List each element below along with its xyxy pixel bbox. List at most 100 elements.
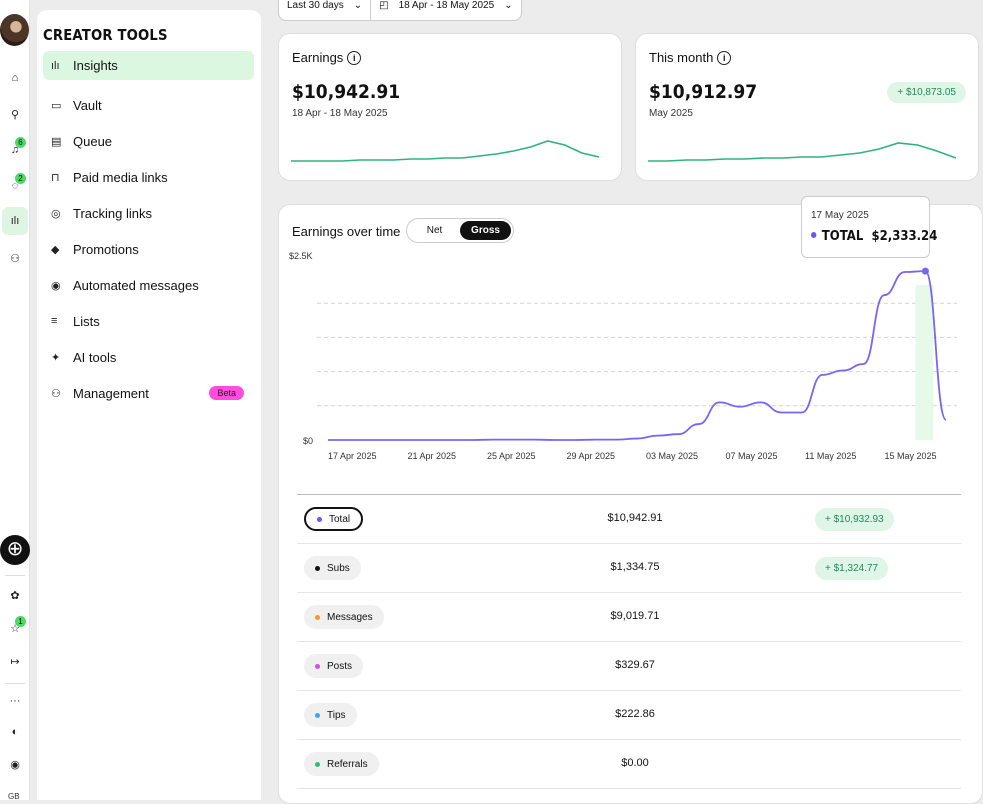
x-axis-tick-label: 21 Apr 2025: [408, 451, 457, 461]
sidebar-item-insights[interactable]: ılı Insights: [43, 51, 254, 80]
star-icon[interactable]: ☆: [10, 622, 20, 635]
info-icon[interactable]: i: [717, 51, 732, 65]
logout-icon[interactable]: ↦: [10, 655, 20, 668]
series-label: Tips: [327, 709, 346, 721]
peak-point: [921, 267, 929, 275]
sidebar-item-queue[interactable]: ▤ Queue: [43, 123, 254, 159]
earnings-amount: $10,942.91: [292, 81, 401, 103]
date-range-label: 18 Apr - 18 May 2025: [398, 0, 495, 11]
sidebar-item-lists[interactable]: ≡ Lists: [43, 303, 254, 339]
sidebar-item-label: Lists: [73, 313, 100, 329]
this-month-title: This month: [649, 50, 714, 65]
sidebar-item-label: Vault: [73, 97, 102, 113]
series-label: Referrals: [327, 758, 368, 770]
sidebar-item-promotions[interactable]: ◆ Promotions: [43, 231, 254, 267]
earnings-breakdown-table: Total $10,942.91 + $10,932.93 Subs $1,334.75…: [297, 494, 961, 789]
sidebar-item-label: AI tools: [73, 349, 117, 365]
series-color-dot: [315, 712, 320, 718]
language-selector[interactable]: GB: [8, 792, 20, 801]
series-label: Messages: [327, 611, 373, 623]
series-chip[interactable]: Subs: [304, 556, 361, 580]
table-row[interactable]: Tips $222.86: [297, 691, 961, 740]
earnings-title: Earnings: [292, 50, 344, 65]
insights-rail-icon[interactable]: ılı: [2, 207, 28, 235]
sparkle-icon: ✦: [51, 351, 61, 364]
earnings-line-chart[interactable]: $2.5K $0 17 Apr 2025 21 Apr 2025 25 Apr 2025…: [279, 245, 979, 505]
sparkline-path: [291, 140, 600, 162]
create-post-button[interactable]: ⊕: [0, 535, 30, 565]
favorites-badge: 1: [15, 616, 26, 627]
tooltip-amount: $2,333.24: [871, 229, 938, 244]
net-toggle-option[interactable]: Net: [426, 225, 443, 236]
main-content: Last 30 days ⌄ ◰ 18 Apr - 18 May 2025 ⌄ Ear…: [278, 0, 983, 804]
list-icon: ≡: [51, 315, 58, 327]
tracking-icon: ◎: [51, 207, 61, 220]
sidebar-item-vault[interactable]: ▭ Vault: [43, 87, 254, 123]
bell-icon[interactable]: ♫: [10, 144, 20, 156]
series-chip[interactable]: Posts: [304, 654, 364, 678]
series-label: Subs: [327, 562, 350, 574]
table-row[interactable]: Subs $1,334.75 + $1,324.77: [297, 544, 961, 593]
gross-toggle-option[interactable]: Gross: [460, 221, 511, 240]
rail-divider: [5, 683, 25, 684]
notifications-badge: 6: [15, 137, 26, 148]
sidebar-item-ai-tools[interactable]: ✦ AI tools: [43, 339, 254, 375]
this-month-delta-badge: + $10,873.05: [887, 82, 966, 103]
avatar[interactable]: [0, 14, 29, 46]
more-icon[interactable]: ···: [9, 695, 21, 707]
chat-icon[interactable]: ◌: [11, 180, 19, 192]
sidebar-item-automated-messages[interactable]: ◉ Automated messages: [43, 267, 254, 303]
search-icon[interactable]: ⚲: [10, 108, 20, 121]
chart-title: Earnings over time: [292, 224, 401, 239]
series-color-dot: [317, 516, 322, 522]
series-line: [328, 270, 947, 441]
earnings-period: 18 Apr - 18 May 2025: [292, 108, 388, 119]
table-row[interactable]: Posts $329.67: [297, 642, 961, 691]
this-month-amount: $10,912.97: [649, 81, 758, 103]
bar-chart-icon: ılı: [51, 59, 60, 72]
sidebar-item-label: Insights: [73, 58, 118, 73]
series-chip[interactable]: Total: [304, 507, 364, 531]
series-label: Total: [329, 513, 351, 525]
x-axis-tick-label: 17 Apr 2025: [328, 451, 377, 461]
sidebar-item-label: Promotions: [73, 241, 139, 257]
sidebar-item-label: Paid media links: [73, 169, 168, 185]
vault-icon: ▭: [51, 99, 62, 112]
sidebar-item-tracking-links[interactable]: ◎ Tracking links: [43, 195, 254, 231]
sidebar-item-label: Automated messages: [73, 277, 199, 293]
table-row[interactable]: Messages $9,019.71: [297, 593, 961, 642]
x-axis-tick-label: 15 May 2025: [885, 451, 937, 461]
info-icon[interactable]: i: [347, 51, 362, 65]
sidebar-nav: ılı Insights ▭ Vault ▤ Queue ⊓ Paid media links…: [43, 51, 254, 411]
tooltip-label: TOTAL: [821, 229, 864, 244]
series-chip[interactable]: Messages: [304, 605, 384, 629]
range-label: Last 30 days: [287, 0, 344, 11]
home-icon[interactable]: ⌂: [11, 72, 19, 84]
net-gross-toggle: Net Gross: [406, 218, 514, 243]
series-chip[interactable]: Referrals: [304, 752, 379, 776]
sidebar-item-management[interactable]: ⚇ Management Beta: [43, 375, 254, 411]
series-chip[interactable]: Tips: [304, 703, 357, 727]
this-month-sparkline: [648, 142, 957, 162]
range-dropdown[interactable]: Last 30 days ⌄: [279, 0, 370, 20]
filter-bar: Last 30 days ⌄ ◰ 18 Apr - 18 May 2025 ⌄: [278, 0, 522, 21]
date-range-picker[interactable]: ◰ 18 Apr - 18 May 2025 ⌄: [370, 0, 520, 20]
eye-icon[interactable]: ◉: [10, 758, 20, 771]
tooltip-date: 17 May 2025: [811, 210, 869, 221]
calendar-icon: ◰: [379, 0, 389, 11]
series-value: $10,942.91: [607, 512, 663, 524]
theme-icon[interactable]: ◐: [11, 726, 19, 738]
beta-badge: Beta: [209, 386, 244, 400]
series-delta-badge: + $1,324.77: [815, 557, 889, 580]
sidebar-item-label: Queue: [73, 133, 113, 149]
table-row[interactable]: Total $10,942.91 + $10,932.93: [297, 495, 961, 544]
sidebar-item-paid-media-links[interactable]: ⊓ Paid media links: [43, 159, 254, 195]
series-delta-badge: + $10,932.93: [815, 508, 894, 531]
settings-icon[interactable]: ✿: [10, 589, 20, 602]
chevron-down-icon: ⌄: [504, 0, 513, 11]
x-axis-tick-label: 07 May 2025: [726, 451, 778, 461]
people-icon[interactable]: ⚇: [10, 252, 20, 265]
sidebar-title: CREATOR TOOLS: [43, 26, 168, 44]
table-row[interactable]: Referrals $0.00: [297, 740, 961, 789]
series-label: Posts: [327, 660, 353, 672]
